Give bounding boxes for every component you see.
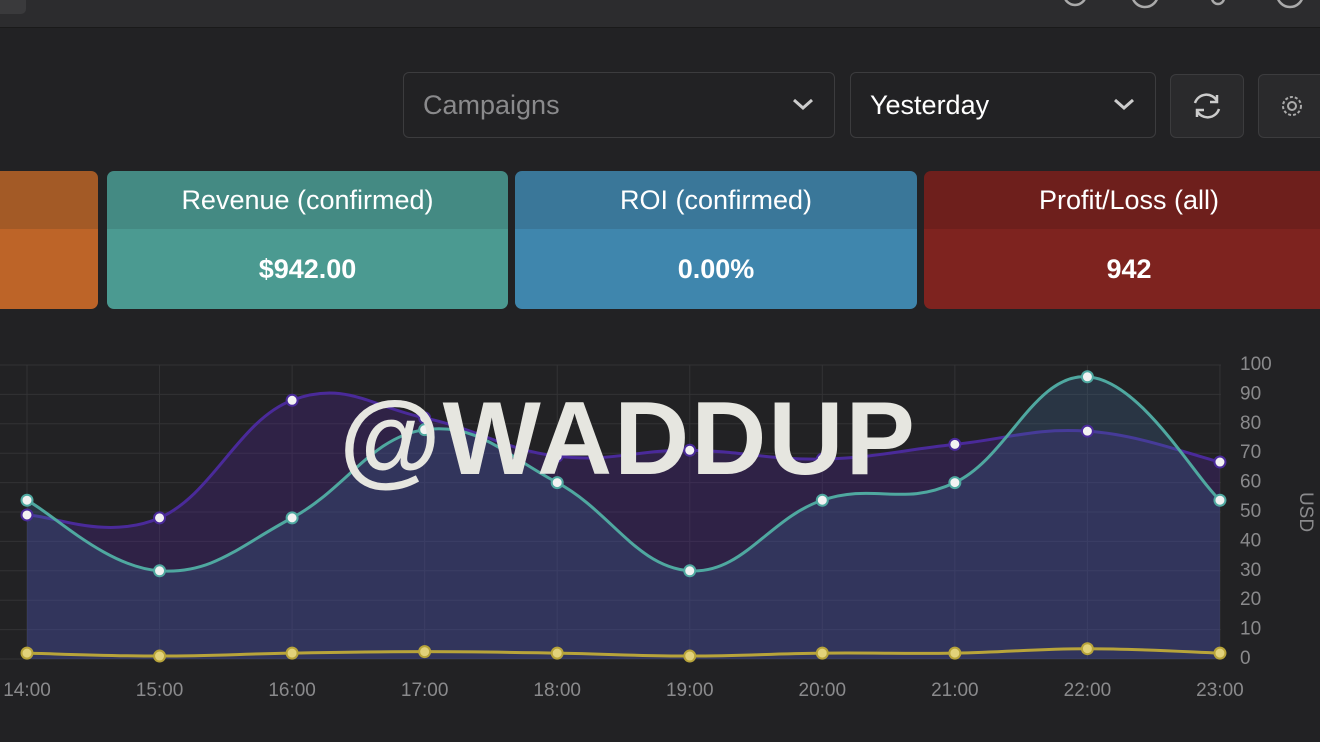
campaign-select[interactable]: Campaigns [403,72,835,138]
data-point [285,646,299,660]
date-select[interactable]: Yesterday [850,72,1156,138]
data-point [153,564,167,578]
data-point [815,452,829,466]
card-title: Revenue (confirmed) [107,171,508,229]
data-point [418,423,432,437]
data-point [550,646,564,660]
data-point [1213,493,1227,507]
x-tick-label: 16:00 [268,680,316,701]
series-area [27,393,1220,659]
x-tick-label: 14:00 [3,680,51,701]
x-tick-label: 15:00 [136,680,184,701]
x-tick-label: 17:00 [401,680,449,701]
data-point [948,646,962,660]
series-area [27,376,1220,659]
card-value: 0.00% [515,229,917,309]
card-value: 942 [924,229,1320,309]
data-point [285,511,299,525]
y-axis-label: USD [1295,492,1316,532]
card-title: Profit/Loss (all) [924,171,1320,229]
y-tick-label: 50 [1240,501,1261,522]
y-tick-label: 80 [1240,413,1261,434]
card-value: $942.00 [107,229,508,309]
watermark: @WADDUP [339,381,917,497]
x-tick-label: 20:00 [799,680,847,701]
data-point [815,646,829,660]
y-tick-label: 10 [1240,619,1261,640]
data-point [948,476,962,490]
series-line [26,647,1220,658]
settings-button[interactable] [1258,74,1320,138]
data-point [683,443,697,457]
card: Revenue (confirmed) $942.00 [107,171,508,309]
data-point [285,393,299,407]
data-point [1080,370,1094,384]
data-point [1213,646,1227,660]
data-point [1080,642,1094,656]
y-tick-label: 70 [1240,442,1261,463]
data-point [550,449,564,463]
refresh-button[interactable] [1170,74,1244,138]
x-tick-label: 19:00 [666,680,714,701]
menu-button[interactable] [0,0,26,14]
y-tick-label: 0 [1240,648,1251,669]
icon[interactable] [1064,0,1086,7]
y-tick-label: 40 [1240,530,1261,551]
y-tick-label: 60 [1240,472,1261,493]
data-point [550,476,564,490]
icon[interactable] [1211,0,1225,6]
y-tick-label: 20 [1240,589,1261,610]
data-point [20,508,34,522]
series-line [26,375,1221,573]
y-tick-label: 100 [1240,354,1272,375]
data-point [153,649,167,663]
x-tick-label: 23:00 [1196,680,1244,701]
card: ROI (confirmed) 0.00% [515,171,917,309]
icon[interactable] [1132,0,1158,9]
x-tick-label: 18:00 [533,680,581,701]
data-point [153,511,167,525]
data-point [20,646,34,660]
card-title: ROI (confirmed) [515,171,917,229]
top-icons [1064,0,1303,9]
card [0,171,98,309]
data-point [1080,424,1094,438]
x-tick-label: 22:00 [1064,680,1112,701]
select-text: Yesterday [870,90,990,120]
chevron [793,98,813,111]
data-point [1213,455,1227,469]
select-text: Campaigns [423,90,560,120]
chart: 0 10 20 30 40 50 60 70 80 90 100 USD 14:00 15:00 16:00… [0,354,1316,701]
settings-icon [1282,96,1302,116]
data-point [20,493,34,507]
data-point [683,564,697,578]
card: Profit/Loss (all) 942 [924,171,1320,309]
data-point [683,649,697,663]
y-tick-label: 30 [1240,560,1261,581]
data-point [418,645,432,659]
refresh-icon [1193,93,1221,119]
data-point [948,437,962,451]
x-tick-label: 21:00 [931,680,979,701]
y-tick-label: 90 [1240,383,1261,404]
top-bar [0,0,1320,28]
icon[interactable] [1277,0,1303,9]
series-line [26,391,1221,529]
data-point [815,493,829,507]
chevron [1114,98,1134,111]
